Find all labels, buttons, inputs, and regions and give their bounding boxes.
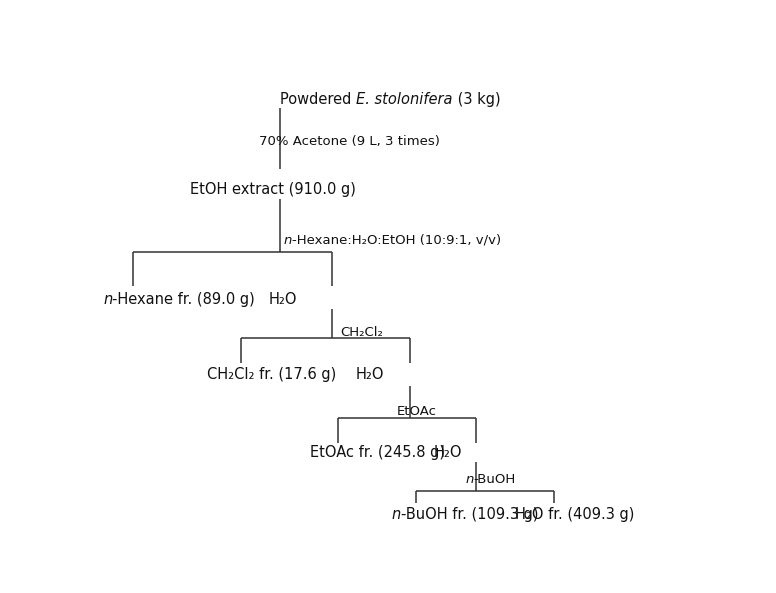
Text: H₂O: H₂O (268, 292, 297, 307)
Text: n: n (465, 473, 473, 486)
Text: n: n (103, 292, 113, 307)
Text: -Hexane fr. (89.0 g): -Hexane fr. (89.0 g) (113, 292, 255, 307)
Text: n: n (283, 234, 292, 247)
Text: E. stolonifera: E. stolonifera (356, 92, 453, 107)
Text: H₂O fr. (409.3 g): H₂O fr. (409.3 g) (515, 506, 634, 522)
Text: H₂O: H₂O (355, 367, 384, 382)
Text: -BuOH fr. (109.3 g): -BuOH fr. (109.3 g) (401, 506, 539, 522)
Text: (3 kg): (3 kg) (453, 92, 501, 107)
Text: n: n (392, 506, 401, 522)
Text: EtOAc fr. (245.8 g): EtOAc fr. (245.8 g) (310, 445, 445, 460)
Text: -Hexane:H₂O:EtOH (10:9:1, v/v): -Hexane:H₂O:EtOH (10:9:1, v/v) (292, 234, 501, 247)
Text: 70% Acetone (9 L, 3 times): 70% Acetone (9 L, 3 times) (259, 135, 440, 148)
Text: CH₂Cl₂: CH₂Cl₂ (341, 326, 383, 339)
Text: EtOH extract (910.0 g): EtOH extract (910.0 g) (190, 183, 356, 197)
Text: CH₂Cl₂ fr. (17.6 g): CH₂Cl₂ fr. (17.6 g) (207, 367, 336, 382)
Text: H₂O: H₂O (434, 445, 462, 460)
Text: -BuOH: -BuOH (473, 473, 516, 486)
Text: Powdered: Powdered (280, 92, 356, 107)
Text: EtOAc: EtOAc (397, 405, 436, 418)
